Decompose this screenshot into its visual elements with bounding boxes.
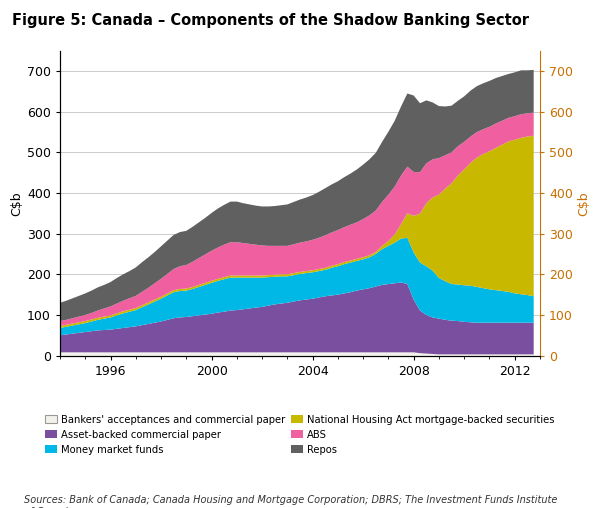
Legend: Bankers' acceptances and commercial paper, Asset-backed commercial paper, Money : Bankers' acceptances and commercial pape… xyxy=(45,415,555,455)
Text: Figure 5: Canada – Components of the Shadow Banking Sector: Figure 5: Canada – Components of the Sha… xyxy=(12,13,529,28)
Y-axis label: C$b: C$b xyxy=(577,191,590,215)
Text: Sources: Bank of Canada; Canada Housing and Mortgage Corporation; DBRS; The Inve: Sources: Bank of Canada; Canada Housing … xyxy=(24,495,557,508)
Y-axis label: C$b: C$b xyxy=(10,191,23,215)
